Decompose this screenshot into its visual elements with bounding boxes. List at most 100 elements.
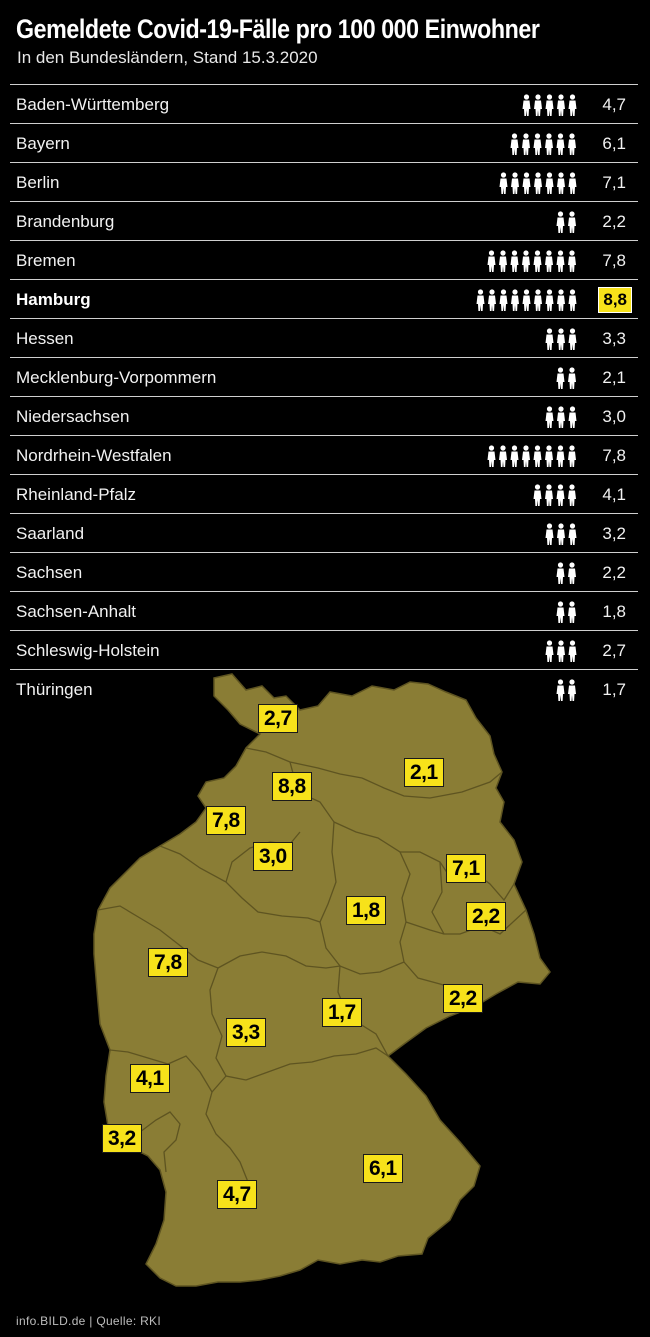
table-row: Rheinland-Pfalz 4,1 <box>10 474 638 513</box>
state-value: 2,2 <box>602 212 626 231</box>
state-value: 1,7 <box>602 680 626 699</box>
map-value-label: 2,2 <box>443 984 483 1013</box>
table-row: Sachsen-Anhalt 1,8 <box>10 591 638 630</box>
state-value: 3,2 <box>602 524 626 543</box>
person-icon <box>499 445 507 467</box>
person-icon <box>568 328 576 350</box>
person-icon <box>568 289 576 311</box>
map-value-label: 2,1 <box>404 758 444 787</box>
person-icon <box>545 328 553 350</box>
table-row: Hessen 3,3 <box>10 318 638 357</box>
person-icon <box>568 679 576 701</box>
person-icon <box>556 445 565 467</box>
person-icon <box>556 562 565 584</box>
state-name: Hessen <box>16 329 74 348</box>
person-icon <box>568 445 576 467</box>
state-name: Sachsen <box>16 563 83 582</box>
state-name: Baden-Württemberg <box>16 95 170 114</box>
person-icon <box>556 601 565 623</box>
person-icon <box>568 133 576 155</box>
person-icon <box>522 445 530 467</box>
state-name: Thüringen <box>16 680 93 699</box>
person-icon <box>568 601 576 623</box>
person-icon <box>545 406 553 428</box>
map-value-label: 7,1 <box>446 854 486 883</box>
people-pictogram-icon <box>545 328 576 350</box>
source-footer: info.BILD.de | Quelle: RKI <box>16 1314 161 1328</box>
table-row: Hamburg 8,8 <box>10 279 638 318</box>
table-row: Thüringen 1,7 <box>10 669 638 708</box>
people-pictogram-icon <box>556 679 576 701</box>
germany-outline <box>93 673 551 1287</box>
state-name: Hamburg <box>16 290 91 309</box>
people-pictogram-icon <box>545 523 576 545</box>
map-value-label: 7,8 <box>148 948 188 977</box>
table-row: Berlin 7,1 <box>10 162 638 201</box>
state-name: Mecklenburg-Vorpommern <box>16 368 217 387</box>
map-value-label: 6,1 <box>363 1154 403 1183</box>
state-value: 2,2 <box>602 563 626 582</box>
person-icon <box>568 523 576 545</box>
person-icon <box>533 289 542 311</box>
person-icon <box>556 94 565 116</box>
state-name: Berlin <box>16 173 60 192</box>
state-value: 7,8 <box>602 251 626 270</box>
person-icon <box>499 289 507 311</box>
table-row: Baden-Württemberg 4,7 <box>10 84 638 123</box>
state-name: Bremen <box>16 251 76 270</box>
person-icon <box>510 289 519 311</box>
map-value-label: 3,0 <box>253 842 293 871</box>
people-pictogram-icon <box>533 484 576 506</box>
person-icon <box>533 250 542 272</box>
person-icon <box>533 172 542 194</box>
person-icon <box>568 406 576 428</box>
table-row: Mecklenburg-Vorpommern 2,1 <box>10 357 638 396</box>
state-value: 1,8 <box>602 602 626 621</box>
person-icon <box>556 133 565 155</box>
germany-map <box>0 672 650 1317</box>
map-value-label: 4,1 <box>130 1064 170 1093</box>
table-row: Bremen 7,8 <box>10 240 638 279</box>
map-value-label: 8,8 <box>272 772 312 801</box>
person-icon <box>556 250 565 272</box>
people-pictogram-icon <box>556 211 576 233</box>
state-value: 7,8 <box>602 446 626 465</box>
state-name: Saarland <box>16 524 85 543</box>
person-icon <box>487 445 496 467</box>
person-icon <box>556 367 565 389</box>
person-icon <box>499 250 507 272</box>
person-icon <box>476 289 484 311</box>
state-value: 4,7 <box>602 95 626 114</box>
map-value-label: 4,7 <box>217 1180 257 1209</box>
people-pictogram-icon <box>522 94 576 116</box>
person-icon <box>545 289 553 311</box>
person-icon <box>545 484 553 506</box>
map-value-label: 2,2 <box>466 902 506 931</box>
person-icon <box>556 523 565 545</box>
person-icon <box>545 250 553 272</box>
person-icon <box>545 523 553 545</box>
person-icon <box>545 133 553 155</box>
state-name: Rheinland-Pfalz <box>16 485 137 504</box>
people-pictogram-icon <box>556 601 576 623</box>
person-icon <box>556 406 565 428</box>
person-icon <box>510 250 519 272</box>
state-name: Bayern <box>16 134 70 153</box>
person-icon <box>556 328 565 350</box>
table-row: Schleswig-Holstein 2,7 <box>10 630 638 669</box>
people-pictogram-icon <box>556 367 576 389</box>
table-row: Niedersachsen 3,0 <box>10 396 638 435</box>
state-value: 7,1 <box>602 173 626 192</box>
person-icon <box>556 172 565 194</box>
person-icon <box>556 211 565 233</box>
person-icon <box>556 679 565 701</box>
person-icon <box>522 94 530 116</box>
map-value-label: 1,8 <box>346 896 386 925</box>
state-name: Brandenburg <box>16 212 115 231</box>
state-value: 3,0 <box>602 407 626 426</box>
person-icon <box>568 211 576 233</box>
state-name: Nordrhein-Westfalen <box>16 446 172 465</box>
people-pictogram-icon <box>556 562 576 584</box>
state-value: 3,3 <box>602 329 626 348</box>
person-icon <box>568 172 576 194</box>
